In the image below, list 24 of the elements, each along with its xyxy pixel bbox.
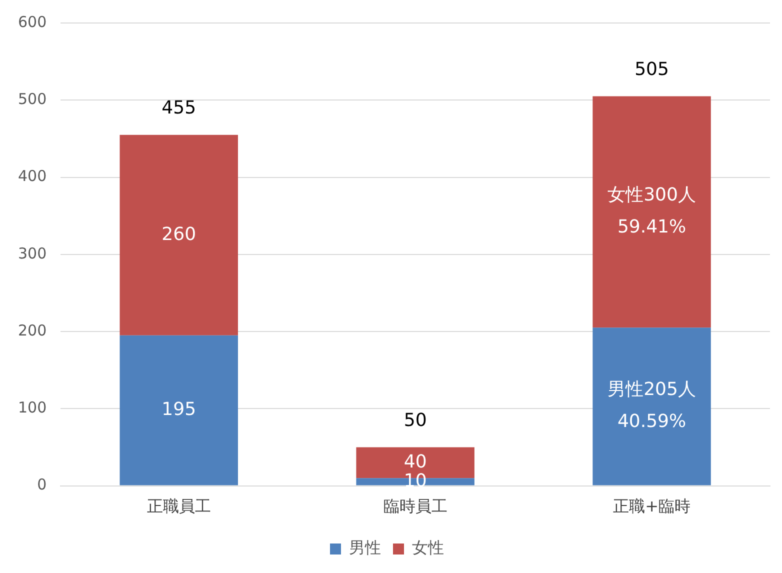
y-tick-label: 600	[18, 12, 47, 31]
total-label: 505	[634, 58, 669, 80]
y-tick-label: 400	[18, 167, 47, 186]
bar	[592, 328, 711, 486]
legend-label: 女性	[412, 538, 444, 558]
total-label: 455	[162, 98, 196, 119]
bar	[592, 96, 711, 328]
y-tick-label: 0	[37, 476, 47, 494]
y-tick-label: 100	[18, 398, 47, 417]
bar	[120, 335, 238, 486]
data-label: 40	[404, 451, 427, 472]
data-label: 女性300人 59.41%	[608, 184, 696, 238]
total-label: 50	[404, 410, 427, 431]
data-label: 195	[162, 399, 196, 420]
x-tick-label: 正職員工	[146, 496, 211, 516]
y-tick-label: 300	[18, 244, 47, 262]
data-label: 男性205人 40.59%	[608, 379, 696, 432]
x-tick-label: 正職+臨時	[613, 496, 690, 516]
x-tick-label: 臨時員工	[383, 496, 448, 516]
legend-label: 男性	[349, 538, 381, 558]
y-tick-label: 500	[18, 90, 47, 108]
y-tick-label: 200	[18, 321, 47, 340]
data-label: 260	[162, 224, 196, 245]
bar	[120, 134, 238, 336]
